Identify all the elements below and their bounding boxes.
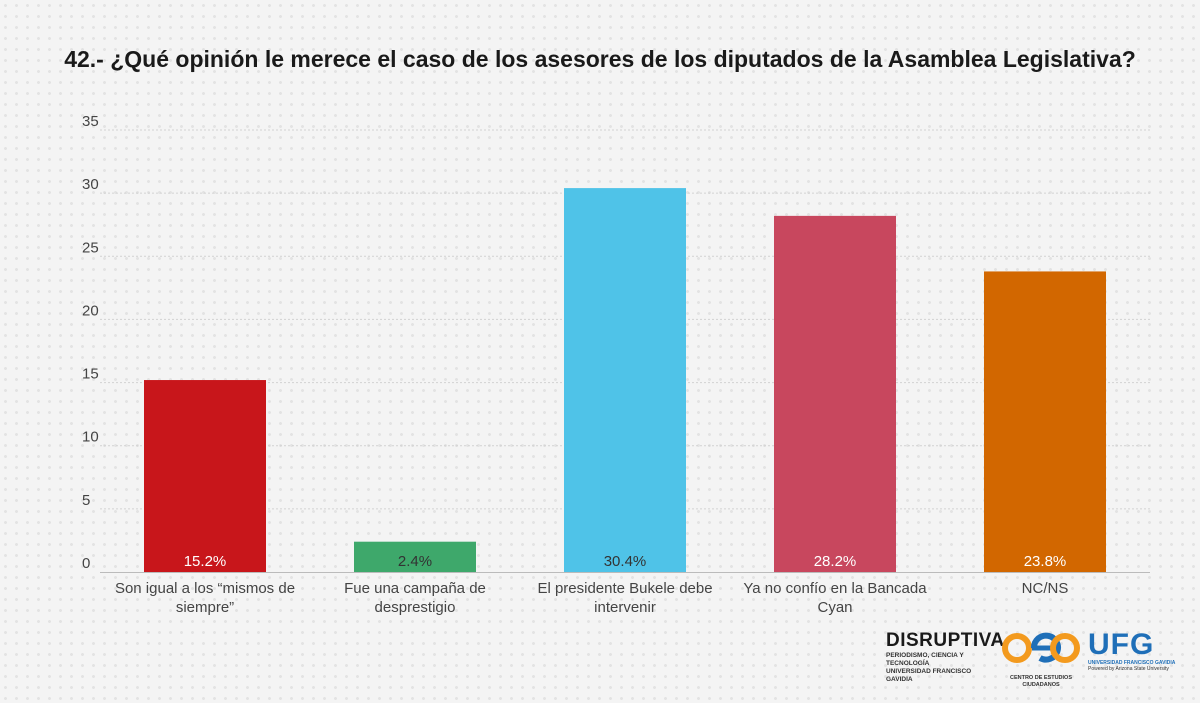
category-label-line: El presidente Bukele debe [537, 580, 713, 597]
cec-name: CENTRO DE ESTUDIOS CIUDADANOS [1009, 675, 1073, 688]
data-label: 23.8% [1024, 553, 1067, 570]
ufg-logo: UFG UNIVERSIDAD FRANCISCO GAVIDIA Powere… [1088, 628, 1176, 673]
y-tick-label: 10 [82, 429, 99, 446]
disruptiva-name: DISRUPTIVA [886, 630, 1005, 651]
y-tick-label: 30 [82, 176, 99, 193]
data-label: 28.2% [814, 553, 857, 570]
category-label-line: intervenir [594, 599, 656, 616]
category-label-line: NC/NS [1021, 580, 1069, 597]
category-label: Ya no confío en la Bancada Cyan [735, 579, 935, 617]
cec-logo: CENTRO DE ESTUDIOS CIUDADANOS [1001, 630, 1081, 689]
data-label: 30.4% [604, 553, 647, 570]
bar [774, 215, 896, 573]
category-label: El presidente Bukele debe intervenir [525, 579, 725, 617]
ufg-university: UNIVERSIDAD FRANCISCO GAVIDIA [1088, 660, 1176, 666]
category-label-line: siempre” [175, 599, 235, 616]
ufg-powered-by: Powered by Arizona State University [1088, 666, 1169, 672]
bar [564, 188, 686, 572]
y-tick-label: 25 [82, 239, 99, 256]
category-label-line: Ya no confío en la Bancada [743, 580, 927, 597]
category-label: NC/NS [945, 579, 1145, 598]
disruptiva-university: UNIVERSIDAD FRANCISCO GAVIDIA [886, 668, 972, 683]
cec-emblem-icon [1002, 632, 1080, 663]
chart-title: 42.- ¿Qué opinión le merece el caso de l… [64, 46, 1136, 72]
bar [144, 380, 266, 572]
disruptiva-logo: DISRUPTIVA PERIODISMO, CIENCIA Y TECNOLO… [886, 630, 1005, 684]
data-label: 15.2% [184, 553, 227, 570]
category-label-line: Fue una campaña de [344, 580, 486, 597]
disruptiva-tagline: PERIODISMO, CIENCIA Y TECNOLOGÍA [886, 652, 964, 667]
category-label-line: Cyan [817, 599, 853, 616]
y-tick-label: 20 [82, 302, 99, 319]
bar [354, 541, 476, 572]
y-tick-label: 35 [82, 113, 99, 130]
y-tick-label: 0 [82, 555, 90, 572]
bar [984, 271, 1106, 572]
category-label-line: desprestigio [374, 599, 456, 616]
category-label: Son igual a los “mismos de siempre” [105, 579, 305, 617]
y-tick-label: 15 [82, 366, 99, 383]
data-label: 2.4% [398, 553, 432, 570]
ufg-name: UFG [1088, 628, 1155, 661]
y-tick-label: 5 [82, 492, 90, 509]
category-label: Fue una campaña de desprestigio [315, 579, 515, 617]
category-label-line: Son igual a los “mismos de [114, 580, 296, 597]
